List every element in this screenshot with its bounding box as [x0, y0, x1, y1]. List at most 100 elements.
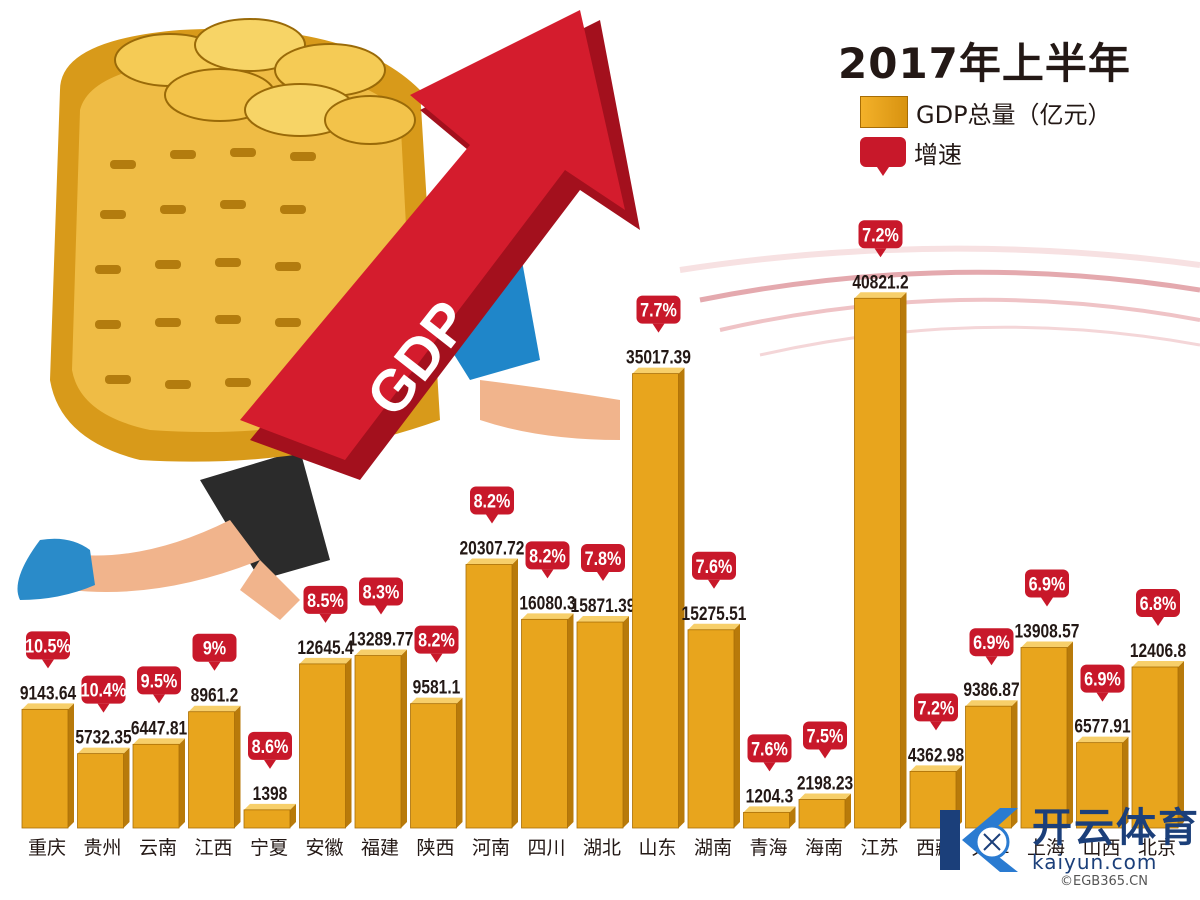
bar-side [1122, 736, 1129, 828]
bar-top [410, 697, 463, 704]
bar-side [567, 613, 574, 828]
value-label: 1398 [253, 782, 288, 804]
growth-badge-pointer [708, 579, 720, 589]
growth-badge [692, 551, 736, 580]
category-label: 江苏 [860, 837, 898, 859]
growth-badge [303, 585, 348, 614]
image-credit: ©EGB365.CN [1060, 874, 1148, 889]
growth-badge [1136, 589, 1180, 618]
value-label: 12645.4 [297, 636, 354, 658]
speed-streak [699, 269, 1200, 303]
growth-badge [1025, 569, 1069, 598]
value-label: 6577.91 [1074, 715, 1131, 737]
value-label: 15275.51 [682, 602, 747, 624]
growth-badge [1080, 664, 1125, 693]
bar-top [854, 292, 907, 299]
value-label: 5732.35 [75, 726, 132, 748]
bar-side [68, 703, 74, 828]
bar-top [799, 793, 851, 800]
bar-side [789, 806, 796, 828]
bar-side [1011, 700, 1018, 828]
growth-badge [969, 628, 1014, 657]
bar-top [355, 649, 407, 656]
category-label: 湖北 [583, 837, 621, 859]
bar-side [845, 793, 851, 828]
value-label: 2198.23 [797, 772, 854, 794]
growth-label: 6.9% [1029, 573, 1066, 595]
watermark: 开云体育 kaiyun.com [930, 800, 1200, 880]
category-label: 云南 [139, 837, 177, 859]
value-label: 35017.39 [626, 346, 691, 368]
bar-top [965, 700, 1018, 707]
growth-badge-pointer [1096, 692, 1109, 702]
category-label: 福建 [361, 837, 399, 859]
value-label: 9386.87 [963, 679, 1019, 701]
brand-name-en: kaiyun.com [1032, 850, 1158, 874]
category-label: 北京 [1138, 837, 1176, 859]
bar-top [133, 738, 185, 745]
category-label: 贵州 [83, 837, 121, 859]
brand-name-cn: 开云体育 [1032, 805, 1200, 851]
growth-badge [858, 220, 903, 249]
growth-label: 7.7% [640, 299, 677, 321]
growth-label: 9% [203, 637, 227, 659]
category-label: 重庆 [28, 837, 66, 859]
category-label: 江西 [194, 837, 232, 859]
growth-badge [26, 631, 70, 660]
value-label: 20307.72 [460, 537, 525, 559]
bar [521, 618, 568, 829]
value-label: 8961.2 [191, 684, 239, 706]
value-label: 13908.57 [1015, 620, 1080, 642]
bar-top [1132, 661, 1184, 668]
bar [243, 809, 291, 829]
bar-top [521, 613, 574, 620]
bar [743, 811, 790, 829]
category-label: 山东 [638, 837, 676, 859]
bar-top [910, 765, 962, 772]
growth-badge-pointer [597, 572, 609, 582]
bar-side [512, 558, 518, 828]
category-label: 河南 [472, 837, 510, 859]
bar-top [577, 616, 629, 623]
growth-badge-pointer [486, 514, 498, 524]
category-label: 青海 [749, 837, 787, 859]
bar [465, 564, 513, 829]
value-label: 9143.64 [20, 682, 77, 704]
brand-logo-icon [930, 800, 1026, 880]
bar-top [632, 367, 685, 374]
bar [1020, 647, 1068, 829]
growth-badge [192, 633, 237, 662]
growth-badge-pointer [375, 605, 387, 615]
growth-badge-pointer [42, 659, 54, 669]
growth-label: 7.6% [751, 738, 788, 760]
growth-badge-pointer [652, 323, 665, 333]
bar-side [734, 623, 740, 828]
legend-swatch-gdp [860, 96, 908, 128]
growth-label: 7.6% [696, 556, 733, 578]
legend-label-gdp: GDP总量（亿元） [916, 100, 1112, 129]
value-label: 6447.81 [131, 717, 188, 739]
gdp-arrow-illustration: GDP [240, 10, 640, 480]
growth-badge-pointer [1152, 617, 1164, 627]
bar [1076, 742, 1123, 829]
bar-side [1067, 641, 1073, 828]
growth-label: 8.2% [474, 490, 511, 512]
growth-label: 8.2% [418, 629, 455, 651]
growth-badge [81, 675, 126, 704]
bar-chart: 9143.64 10.5% 重庆 5732.35 10.4% 贵州 6447.81 9.5% 云… [20, 220, 1186, 859]
growth-badge [525, 541, 570, 570]
bar-top [466, 558, 518, 565]
growth-badge-pointer [874, 248, 887, 258]
growth-label: 10.4% [81, 679, 127, 701]
bar-top [743, 806, 796, 813]
bar [132, 743, 180, 829]
bar-top [299, 657, 352, 664]
bar [576, 621, 624, 829]
category-label: 安徽 [305, 837, 343, 859]
bar-side [179, 738, 185, 828]
brand-text: 开云体育 kaiyun.com [1032, 806, 1200, 874]
bar [965, 705, 1012, 829]
bar-side [900, 292, 907, 828]
value-label: 15871.39 [571, 595, 636, 617]
